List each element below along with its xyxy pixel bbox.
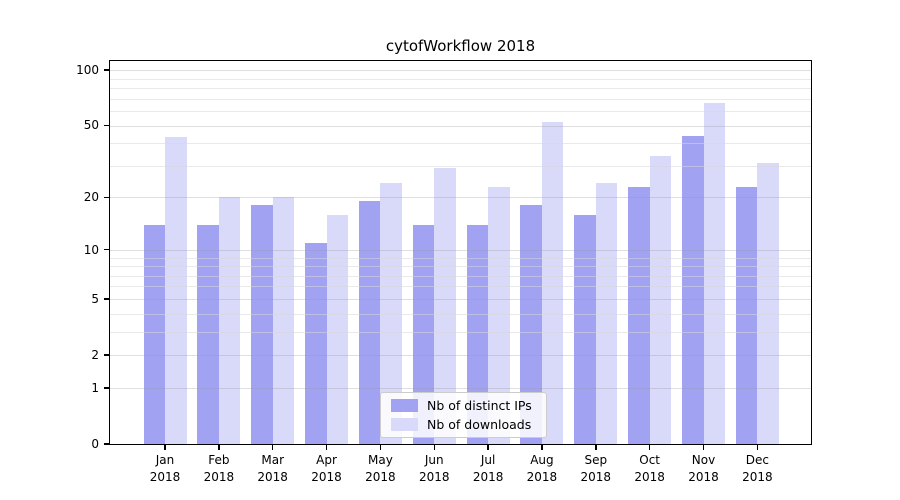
bar-ips-Apr-2018: [305, 242, 327, 444]
x-tick: [271, 445, 274, 450]
x-tick: [702, 445, 705, 450]
y-tick-label: 5: [91, 291, 99, 306]
y-tick-label: 1: [91, 380, 99, 395]
x-tick-label: Aug 2018: [526, 453, 558, 484]
x-tick: [595, 445, 597, 450]
y-tick: [103, 387, 109, 389]
y-tick: [103, 196, 109, 199]
bar-ips-Mar-2018: [251, 205, 273, 444]
bar-downloads-Dec-2018: [757, 163, 779, 444]
gridline-minor: [110, 266, 811, 267]
bar-ips-Aug-2018: [520, 205, 542, 444]
gridline-major: [110, 355, 811, 356]
x-tick-label: Nov 2018: [688, 453, 719, 484]
x-tick-label: May 2018: [365, 453, 396, 484]
gridline-minor: [110, 313, 811, 315]
bar-downloads-Jun-2018: [434, 168, 456, 444]
gridline-minor: [110, 257, 811, 259]
bar-downloads-Jul-2018: [488, 186, 510, 444]
gridline-minor: [110, 286, 811, 288]
y-tick: [103, 443, 109, 445]
bar-ips-Dec-2018: [735, 186, 758, 444]
y-tick: [103, 298, 109, 300]
legend-row-downloads: Nb of downloads: [383, 417, 544, 432]
bar-downloads-Nov-2018: [703, 103, 725, 444]
y-tick: [103, 354, 109, 356]
bar-downloads-Jan-2018: [165, 137, 187, 444]
x-tick: [756, 445, 759, 450]
bar-downloads-Aug-2018: [541, 122, 564, 444]
gridline-major: [110, 70, 811, 72]
gridline-minor: [110, 143, 811, 145]
gridline-minor: [110, 88, 811, 89]
x-tick: [218, 445, 220, 450]
plot-area: [110, 61, 811, 444]
bar-ips-Feb-2018: [197, 224, 219, 444]
legend-label-distinct-ips: Nb of distinct IPs: [427, 398, 532, 413]
bar-downloads-Oct-2018: [649, 156, 672, 444]
gridline-major: [110, 197, 811, 199]
x-tick-label: Oct 2018: [634, 453, 665, 484]
x-tick-label: Feb 2018: [203, 453, 235, 484]
y-tick-label: 2: [91, 347, 99, 362]
legend-swatch-downloads: [391, 418, 418, 431]
gridline-minor: [110, 98, 811, 100]
bar-downloads-Apr-2018: [326, 214, 349, 444]
legend-row-distinct-ips: Nb of distinct IPs: [383, 398, 544, 413]
y-tick-label: 20: [83, 190, 99, 205]
legend-label-downloads: Nb of downloads: [427, 417, 532, 432]
x-tick-label: Jul 2018: [472, 453, 504, 484]
gridline-minor: [110, 165, 811, 167]
bar-ips-Nov-2018: [682, 135, 704, 444]
x-tick: [164, 445, 166, 450]
y-tick-label: 100: [76, 63, 99, 78]
y-tick: [103, 124, 109, 127]
x-tick-label: Apr 2018: [311, 453, 342, 484]
gridline-minor: [110, 275, 811, 277]
y-tick: [103, 69, 109, 71]
bar-downloads-Mar-2018: [272, 197, 295, 444]
x-tick-label: Dec 2018: [742, 453, 773, 484]
bar-ips-Jan-2018: [143, 224, 165, 444]
y-tick: [103, 248, 109, 251]
gridline-minor: [110, 331, 811, 333]
gridline-major: [110, 298, 811, 300]
y-tick-label: 10: [83, 242, 99, 257]
x-tick-label: Jun 2018: [418, 453, 450, 484]
bar-ips-Oct-2018: [628, 186, 650, 444]
x-tick: [379, 445, 382, 450]
x-tick: [541, 445, 543, 450]
legend: Nb of distinct IPs Nb of downloads: [380, 392, 547, 438]
x-tick-label: Mar 2018: [257, 453, 288, 484]
bar-ips-Sep-2018: [574, 214, 596, 444]
gridline-major: [110, 249, 811, 251]
x-tick-label: Jan 2018: [149, 453, 181, 484]
legend-swatch-distinct-ips: [391, 399, 418, 412]
bar-ips-Jul-2018: [466, 224, 489, 444]
y-tick-label: 0: [91, 437, 99, 451]
chart-title: cytofWorkflow 2018: [385, 37, 536, 55]
bar-downloads-Feb-2018: [218, 197, 241, 444]
bar-ips-May-2018: [358, 201, 381, 444]
gridline-minor: [110, 78, 811, 80]
x-tick: [325, 445, 328, 450]
x-tick: [648, 445, 651, 450]
x-tick: [487, 445, 489, 450]
x-tick: [433, 445, 435, 450]
gridline-minor: [110, 110, 811, 112]
x-tick-label: Sep 2018: [580, 453, 612, 484]
gridline-major: [110, 387, 811, 389]
gridline-major: [110, 125, 811, 127]
bar-ips-Jun-2018: [412, 224, 435, 444]
y-tick-label: 50: [83, 118, 99, 133]
